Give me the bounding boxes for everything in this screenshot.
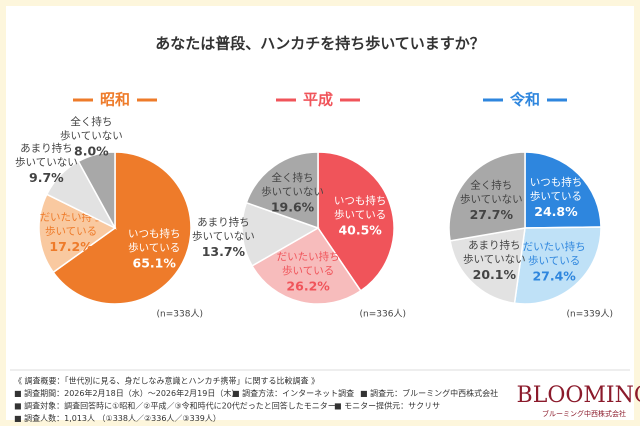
pie-slice xyxy=(38,193,117,274)
slice-label: 歩いていない xyxy=(460,193,523,206)
survey-note: ■ モニター提供元：サクリサ xyxy=(334,401,440,411)
pie-slice xyxy=(251,227,362,305)
slice-label: だいたい持ち xyxy=(277,250,340,263)
value-label: 13.7% xyxy=(202,244,246,259)
pie-slice xyxy=(52,151,192,305)
value-label: 17.2% xyxy=(49,239,93,254)
value-label: 9.7% xyxy=(29,170,64,185)
pie-title: 令和 xyxy=(510,91,540,109)
logo-company: ブルーミング中西株式会社 xyxy=(542,409,626,418)
value-label: 24.8% xyxy=(534,204,578,219)
slice-label: あまり持ち xyxy=(197,216,250,229)
value-label: 40.5% xyxy=(338,223,382,238)
page-title: あなたは普段、ハンカチを持ち歩いていますか？ xyxy=(155,35,485,53)
pie-slice xyxy=(449,227,526,305)
pie-slice xyxy=(317,151,395,292)
survey-note: ■ 調査期間：2026年2月18日（水）〜2026年2月19日（木） xyxy=(14,388,239,398)
slice-label: 歩いている xyxy=(334,208,386,221)
value-label: 27.7% xyxy=(470,207,514,222)
slice-label: 歩いていない xyxy=(261,185,324,198)
sample-size: (n=338人) xyxy=(157,309,203,320)
slice-label: 全く持ち xyxy=(70,115,112,128)
pie-slice xyxy=(245,151,319,230)
survey-note: 《 調査概要：「世代別に見る、身だしなみ意識とハンカチ携帯」に関する比較調査 》 xyxy=(14,376,319,386)
value-label: 65.1% xyxy=(133,256,177,271)
slice-label: 歩いている xyxy=(282,264,334,277)
slice-label: いつも持ち xyxy=(334,194,387,207)
pie-slice xyxy=(241,201,320,267)
sample-size: (n=336人) xyxy=(360,309,406,320)
value-label: 8.0% xyxy=(74,143,109,158)
slice-label: 歩いている xyxy=(528,254,580,267)
sample-size: (n=339人) xyxy=(567,309,613,320)
value-label: 20.1% xyxy=(473,267,517,282)
survey-note: ■ 調査方法：インターネット調査 xyxy=(232,388,354,398)
survey-note: ■ 調査人数：1,013人 （①338人／②336人／③339人） xyxy=(14,413,221,423)
pie-slice xyxy=(524,151,602,229)
slice-label: 歩いていない xyxy=(463,253,526,266)
slice-label: 全く持ち xyxy=(272,171,314,184)
survey-note: ■ 調査元：ブルーミング中西株式会社 xyxy=(360,388,498,398)
pie-title: 昭和 xyxy=(100,91,130,109)
pie-slice xyxy=(77,151,116,229)
slice-label: あまり持ち xyxy=(20,141,73,154)
pie-slice xyxy=(513,226,602,305)
pie-slice xyxy=(448,151,526,242)
slice-label: 歩いている xyxy=(530,190,582,203)
slice-label: 歩いている xyxy=(45,225,97,238)
slice-label: 歩いている xyxy=(128,241,180,254)
value-label: 26.2% xyxy=(286,278,330,293)
slice-label: 全く持ち xyxy=(470,179,512,192)
slice-label: いつも持ち xyxy=(128,227,181,240)
value-label: 27.4% xyxy=(532,269,576,284)
survey-note: ■ 調査対象：調査回答時に①昭和／②平成／③令和時代に20代だったと回答したモニ… xyxy=(14,401,336,411)
pie-title: 平成 xyxy=(303,91,333,109)
slice-label: 歩いていない xyxy=(192,230,255,243)
slice-label: 歩いていない xyxy=(15,155,78,168)
slice-label: 歩いていない xyxy=(60,129,123,142)
slice-label: あまり持ち xyxy=(468,239,521,252)
logo: BLOOMING xyxy=(517,383,640,408)
slice-label: だいたい持ち xyxy=(523,240,586,253)
value-label: 19.6% xyxy=(271,200,315,215)
slice-label: いつも持ち xyxy=(530,176,583,189)
